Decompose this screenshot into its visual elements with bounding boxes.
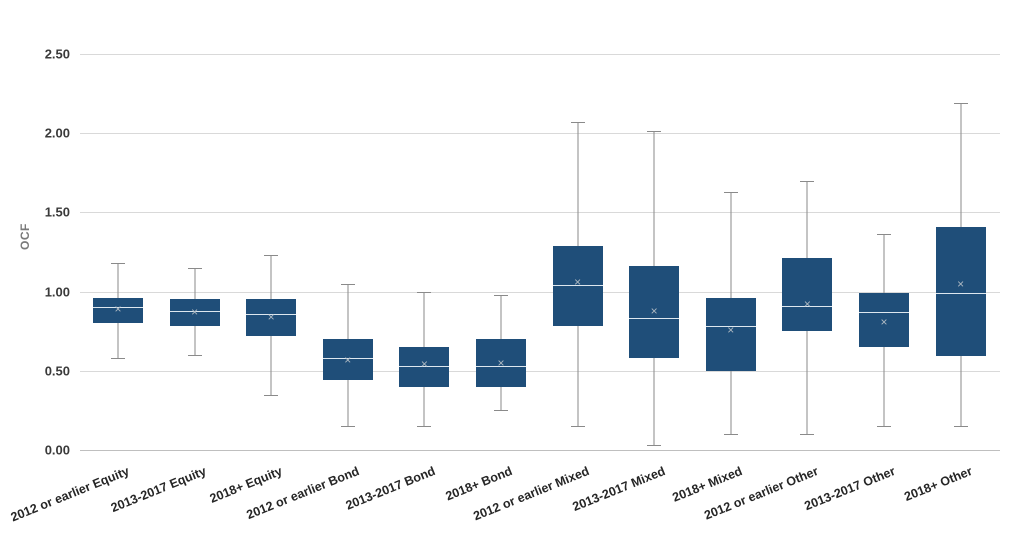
whisker-cap-bottom xyxy=(800,434,814,435)
y-tick-label: 1.50 xyxy=(45,205,80,220)
whisker-cap-top xyxy=(341,284,355,285)
box-group: × xyxy=(323,30,373,450)
box-group: × xyxy=(706,30,756,450)
median-line xyxy=(629,318,679,319)
whisker-cap-top xyxy=(877,234,891,235)
whisker-cap-top xyxy=(417,292,431,293)
box-group: × xyxy=(399,30,449,450)
iqr-box xyxy=(936,227,986,357)
whisker-cap-bottom xyxy=(341,426,355,427)
whisker-cap-bottom xyxy=(264,395,278,396)
boxplot-chart: OCF 0.000.501.001.502.002.50××××××××××××… xyxy=(0,0,1024,560)
median-line xyxy=(859,312,909,313)
whisker-cap-top xyxy=(954,103,968,104)
y-tick-label: 1.00 xyxy=(45,284,80,299)
whisker-cap-bottom xyxy=(647,445,661,446)
box-group: × xyxy=(93,30,143,450)
plot-area: 0.000.501.001.502.002.50×××××××××××× xyxy=(80,30,1000,451)
box-group: × xyxy=(476,30,526,450)
box-group: × xyxy=(782,30,832,450)
whisker-cap-top xyxy=(494,295,508,296)
box-group: × xyxy=(936,30,986,450)
box-group: × xyxy=(629,30,679,450)
whisker-cap-top xyxy=(571,122,585,123)
whisker-cap-bottom xyxy=(188,355,202,356)
whisker-cap-top xyxy=(724,192,738,193)
y-axis-label: OCF xyxy=(18,223,32,250)
whisker-cap-bottom xyxy=(877,426,891,427)
y-tick-label: 2.00 xyxy=(45,126,80,141)
y-tick-label: 0.50 xyxy=(45,363,80,378)
x-tick-label: 2018+ Other xyxy=(902,464,974,504)
x-tick-label: 2012 or earlier Equity xyxy=(9,464,131,524)
whisker-cap-top xyxy=(800,181,814,182)
whisker-cap-bottom xyxy=(417,426,431,427)
whisker-cap-top xyxy=(188,268,202,269)
iqr-box xyxy=(782,258,832,331)
y-tick-label: 2.50 xyxy=(45,46,80,61)
box-group: × xyxy=(553,30,603,450)
box-group: × xyxy=(246,30,296,450)
x-axis-labels: 2012 or earlier Equity2013-2017 Equity20… xyxy=(80,458,1000,548)
box-group: × xyxy=(170,30,220,450)
box-group: × xyxy=(859,30,909,450)
median-line xyxy=(936,293,986,294)
whisker-cap-top xyxy=(264,255,278,256)
y-tick-label: 0.00 xyxy=(45,443,80,458)
whisker-cap-bottom xyxy=(571,426,585,427)
whisker-cap-bottom xyxy=(111,358,125,359)
whisker-cap-bottom xyxy=(494,410,508,411)
whisker-cap-top xyxy=(647,131,661,132)
whisker-cap-top xyxy=(111,263,125,264)
whisker-cap-bottom xyxy=(954,426,968,427)
whisker-cap-bottom xyxy=(724,434,738,435)
